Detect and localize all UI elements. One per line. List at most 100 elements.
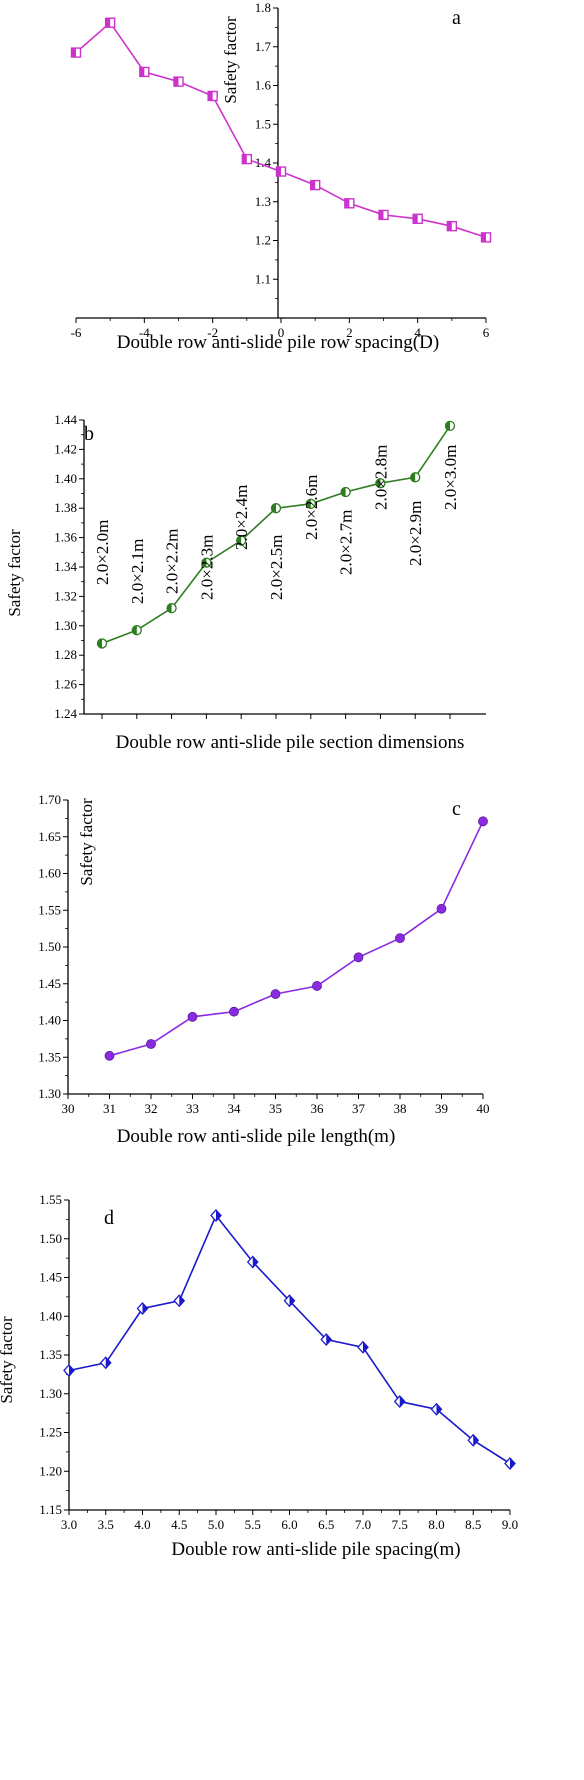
y-tick-label: 1.32: [54, 588, 77, 603]
x-tick-label: 32: [145, 1101, 158, 1116]
y-tick-label: 1.45: [38, 976, 61, 991]
data-point: [312, 981, 322, 991]
data-point-fill: [447, 221, 452, 231]
data-point-fill: [310, 180, 316, 190]
x-tick-label: 38: [394, 1101, 407, 1116]
data-point-fill: [97, 638, 102, 648]
data-point-fill: [132, 625, 137, 635]
panel-label: b: [84, 423, 94, 445]
series-line: [68, 1213, 511, 1465]
data-point-fill: [399, 1396, 405, 1407]
series-line: [109, 820, 484, 1057]
category-label: 2.0×2.7m: [337, 510, 356, 575]
data-point-fill: [242, 154, 247, 164]
y-tick-label: 1.60: [38, 866, 61, 881]
x-tick-label: 4.5: [171, 1517, 187, 1532]
x-tick-label: 3.5: [98, 1517, 114, 1532]
y-tick-label: 1.65: [38, 829, 61, 844]
y-tick-label: 1.30: [38, 1086, 61, 1101]
x-tick-label: 3.0: [61, 1517, 77, 1532]
data-point-fill: [326, 1334, 332, 1345]
y-tick-label: 1.8: [255, 0, 271, 15]
y-tick-label: 1.55: [39, 1192, 62, 1207]
y-tick-label: 1.40: [38, 1013, 61, 1028]
y-tick-label: 1.70: [38, 792, 61, 807]
x-tick-label: 7.5: [392, 1517, 408, 1532]
data-point-fill: [276, 167, 281, 177]
chart-panel-a: 1.11.21.31.41.51.61.71.8-6 -4 -2 0 2 4 6Safety…: [71, 0, 492, 353]
data-point-fill: [236, 536, 242, 546]
category-label: 2.0×3.0m: [441, 445, 460, 510]
category-label: 2.0×2.3m: [197, 535, 216, 600]
data-point-fill: [174, 77, 179, 87]
data-point: [229, 1006, 239, 1017]
data-point-fill: [179, 1295, 185, 1307]
data-point-fill: [216, 1210, 221, 1221]
y-axis-label: Safety factor: [77, 798, 96, 886]
x-tick-label: 31: [103, 1101, 116, 1116]
data-point: [187, 1011, 198, 1022]
y-tick-label: 1.26: [54, 677, 77, 692]
data-point-fill: [167, 603, 172, 613]
data-point-fill: [142, 1303, 148, 1314]
y-tick-label: 1.44: [54, 412, 77, 427]
data-point-fill: [445, 421, 450, 431]
x-axis-label: Double row anti-slide pile row spacing(D…: [117, 332, 439, 353]
y-tick-label: 1.55: [38, 902, 61, 917]
category-label: 2.0×2.5m: [267, 535, 286, 600]
data-point-fill: [69, 1365, 74, 1376]
data-point-fill: [105, 1357, 111, 1369]
series-line: [101, 425, 451, 645]
x-axis-label: Double row anti-slide pile section dimen…: [116, 732, 465, 753]
data-point: [146, 1039, 156, 1049]
x-tick-label: -4: [139, 325, 150, 340]
y-tick-label: 1.38: [54, 500, 77, 515]
data-point: [270, 989, 281, 999]
y-tick-label: 1.30: [54, 618, 77, 633]
data-point-fill: [289, 1295, 295, 1307]
y-tick-label: 1.40: [39, 1308, 62, 1323]
x-tick-label: 30: [62, 1101, 75, 1116]
category-label: 2.0×2.8m: [371, 445, 390, 510]
x-tick-label: -6: [71, 325, 82, 340]
y-tick-label: 1.40: [54, 471, 77, 486]
x-axis-label: Double row anti-slide pile spacing(m): [171, 1539, 460, 1560]
chart-panel-b: 1.24 1.26 1.28 1.30 1.32 1.34 1.36 1.38 1.40 1.42…: [5, 412, 486, 753]
x-tick-label: 9.0: [502, 1517, 518, 1532]
data-point-fill: [208, 91, 213, 101]
data-point: [104, 1050, 115, 1061]
data-point-fill: [306, 499, 311, 509]
x-tick-label: 36: [311, 1101, 325, 1116]
x-tick-label: 8.5: [465, 1517, 481, 1532]
data-point-fill: [410, 472, 416, 482]
x-tick-label: 0: [278, 325, 285, 340]
chart-panel-c: 1.30 1.35 1.40 1.45 1.50 1.55 1.60 1.65 1.70 30 31…: [38, 792, 489, 1147]
x-tick-label: 8.0: [428, 1517, 444, 1532]
chart-panel-d: 1.15 1.20 1.25 1.30 1.35 1.40 1.45 1.50 1.55 3.0 3…: [0, 1192, 518, 1560]
data-point-fill: [271, 503, 276, 513]
y-tick-label: 1.7: [255, 39, 272, 54]
y-tick-label: 1.35: [38, 1049, 61, 1064]
data-point-fill: [71, 48, 76, 58]
category-label: 2.0×2.4m: [232, 485, 251, 550]
series-line: [75, 21, 487, 239]
x-tick-label: 35: [269, 1101, 282, 1116]
data-point-fill: [375, 478, 381, 488]
data-point: [395, 933, 405, 944]
y-tick-label: 1.36: [54, 530, 77, 545]
y-tick-label: 1.30: [39, 1386, 62, 1401]
category-label: 2.0×2.0m: [93, 520, 112, 585]
y-tick-label: 1.42: [54, 441, 77, 456]
y-tick-label: 1.45: [39, 1270, 62, 1285]
y-tick-label: 1.50: [38, 939, 61, 954]
y-tick-label: 1.1: [255, 271, 271, 286]
x-tick-label: 5.5: [245, 1517, 261, 1532]
y-tick-label: 1.35: [39, 1347, 62, 1362]
y-tick-label: 1.50: [39, 1231, 62, 1246]
x-tick-label: 6: [483, 325, 490, 340]
x-tick-label: 5.0: [208, 1517, 224, 1532]
category-label: 2.0×2.9m: [406, 501, 425, 566]
data-point-fill: [510, 1458, 515, 1469]
